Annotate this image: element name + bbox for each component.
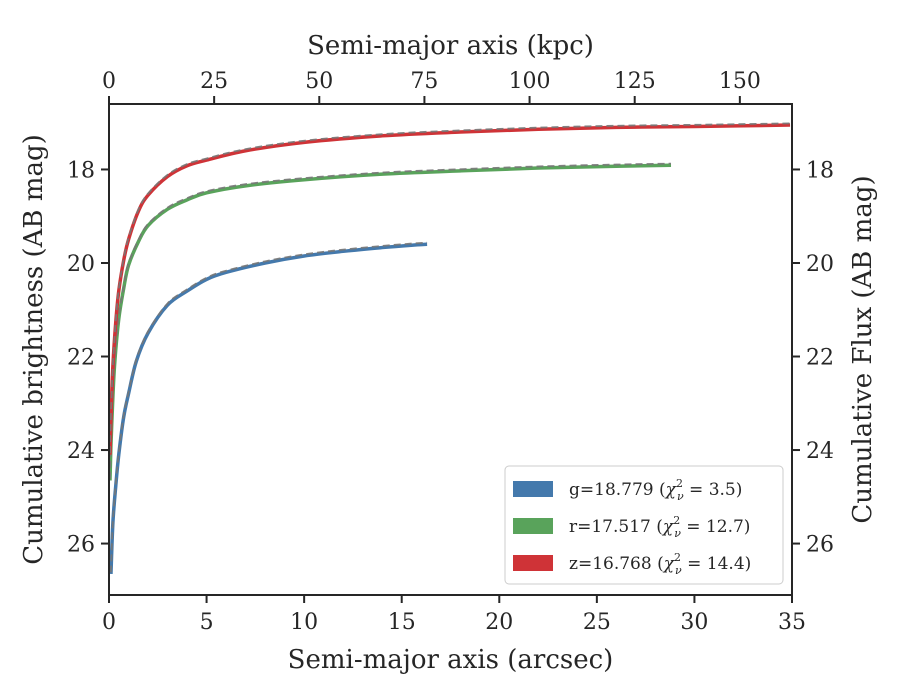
y2-tick-label: 22 — [806, 346, 834, 371]
y2-tick-label: 18 — [806, 158, 834, 183]
legend-label-r: r=17.517 (χ2 ν = 12.7) — [569, 514, 750, 540]
y2-tick-label: 26 — [806, 533, 834, 558]
x-tick-label: 35 — [778, 610, 806, 635]
x2-tick-label: 0 — [102, 69, 116, 94]
x2-axis-title: Semi-major axis (kpc) — [307, 31, 594, 61]
y2-axis-title: Cumulative Flux (AB mag) — [848, 175, 878, 523]
series-layer — [108, 122, 791, 575]
legend-label-g: g=18.779 (χ2 ν = 3.5) — [569, 477, 742, 503]
x-axis-title: Semi-major axis (arcsec) — [288, 645, 614, 675]
y2-tick-label: 24 — [806, 439, 834, 464]
legend-box — [504, 465, 784, 585]
y-tick-label: 24 — [67, 439, 95, 464]
x-tick-label: 0 — [102, 610, 116, 635]
x2-tick-label: 100 — [509, 69, 551, 94]
x2-tick-label: 75 — [410, 69, 438, 94]
model-line-g — [110, 241, 428, 573]
legend-entries: g=18.779 (χ2 ν = 3.5) r=17.517 (χ2 ν = 12.7… — [513, 477, 751, 577]
x-tick-label: 5 — [200, 610, 214, 635]
x2-tick-label: 25 — [200, 69, 228, 94]
legend-label-z: z=16.768 (χ2 ν = 14.4) — [569, 551, 751, 577]
legend-swatch-g — [513, 481, 553, 497]
x-tick-label: 30 — [680, 610, 708, 635]
model-line-r — [109, 162, 672, 479]
y-axis-title: Cumulative brightness (AB mag) — [19, 134, 49, 565]
model-line-z — [109, 122, 791, 454]
y-tick-label: 20 — [67, 252, 95, 277]
plot-frame — [108, 103, 793, 596]
legend-swatch-z — [513, 555, 553, 571]
x-tick-label: 25 — [583, 610, 611, 635]
y2-tick-label: 20 — [806, 252, 834, 277]
series-line-z — [108, 123, 791, 455]
x-tick-label: 15 — [388, 610, 416, 635]
ticks-layer: 0 5 10 15 20 25 30 35 0 25 50 75 100 125 150 18 18 20 20 22… — [67, 69, 834, 635]
y-tick-label: 18 — [67, 158, 95, 183]
legend-swatch-r — [513, 518, 553, 534]
x2-tick-label: 150 — [719, 69, 761, 94]
x-tick-label: 10 — [290, 610, 318, 635]
y-tick-label: 26 — [67, 533, 95, 558]
x2-tick-label: 125 — [614, 69, 656, 94]
legend: g=18.779 (χ2 ν = 3.5) r=17.517 (χ2 ν = 12.7… — [504, 465, 784, 585]
x-tick-label: 20 — [485, 610, 513, 635]
x2-tick-label: 50 — [305, 69, 333, 94]
y-tick-label: 22 — [67, 346, 95, 371]
